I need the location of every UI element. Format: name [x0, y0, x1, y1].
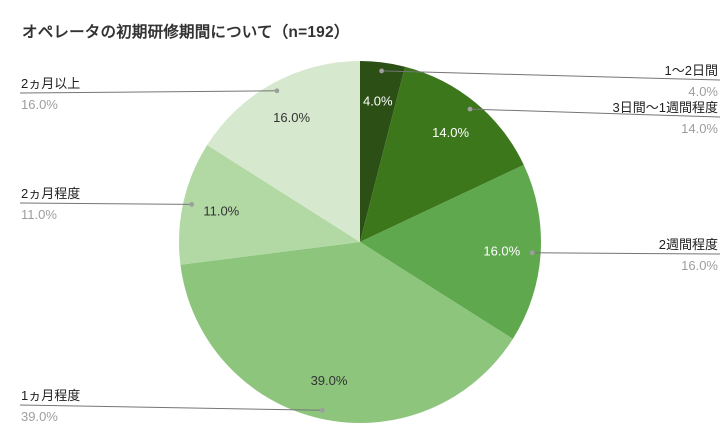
category-percent-0: 4.0%	[688, 84, 718, 99]
leader-line-4	[19, 202, 192, 205]
slice-value-label-4: 11.0%	[203, 204, 239, 219]
leader-dot-5	[274, 88, 280, 94]
leader-line-1	[469, 108, 721, 118]
leader-dot-0	[379, 68, 384, 74]
category-percent-2: 16.0%	[681, 258, 718, 273]
leader-line-0	[381, 70, 721, 81]
pie-slice-2[interactable]	[360, 164, 541, 339]
category-percent-3: 39.0%	[21, 409, 58, 424]
category-label-0: 1～2日間	[665, 63, 718, 78]
category-percent-5: 16.0%	[21, 97, 58, 112]
pie-slice-5[interactable]	[207, 61, 360, 242]
leader-dot-2	[529, 250, 535, 256]
category-label-4: 2ヵ月程度	[21, 186, 80, 201]
pie-slice-3[interactable]	[180, 242, 513, 423]
category-percent-4: 11.0%	[21, 207, 57, 222]
pie-slice-0[interactable]	[360, 61, 406, 242]
category-label-5: 2ヵ月以上	[21, 76, 80, 91]
leader-dot-4	[189, 202, 195, 207]
pie-slice-4[interactable]	[179, 145, 360, 265]
leader-line-3	[19, 404, 323, 411]
slice-value-label-5: 16.0%	[273, 110, 310, 125]
category-percent-1: 14.0%	[681, 121, 718, 136]
leader-line-2	[532, 252, 721, 255]
category-label-3: 1ヵ月程度	[21, 388, 80, 403]
leader-dot-1	[467, 106, 473, 112]
chart-title: オペレータの初期研修期間について（n=192）	[22, 24, 350, 41]
slice-value-label-2: 16.0%	[483, 243, 520, 258]
slice-value-label-1: 14.0%	[432, 125, 469, 140]
slice-value-label-3: 39.0%	[311, 373, 348, 388]
pie-slice-1[interactable]	[360, 66, 524, 242]
category-label-1: 3日間～1週間程度	[613, 100, 718, 115]
slice-value-label-0: 4.0%	[363, 94, 393, 109]
leader-line-5	[19, 90, 277, 94]
leader-dot-3	[320, 407, 325, 413]
category-label-2: 2週間程度	[659, 237, 718, 252]
